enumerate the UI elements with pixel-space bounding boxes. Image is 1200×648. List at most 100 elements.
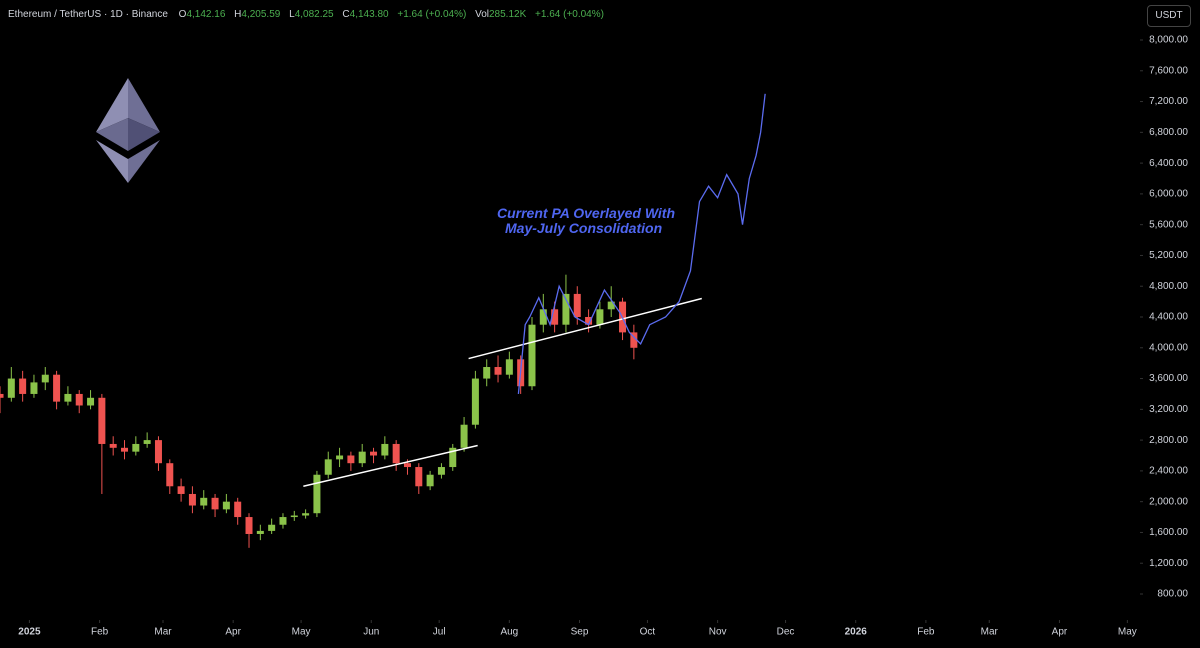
candle-body — [41, 374, 49, 383]
candle-body — [460, 424, 468, 448]
x-tick-label: Jun — [363, 627, 379, 638]
candle-body — [596, 309, 604, 325]
x-tick-label: May — [1118, 627, 1137, 638]
y-tick-label: 6,000.00 — [1149, 189, 1188, 200]
y-tick-label: 2,800.00 — [1149, 435, 1188, 446]
y-tick-label: 4,800.00 — [1149, 281, 1188, 292]
x-tick-label: Dec — [777, 627, 795, 638]
logo-facet — [128, 118, 160, 151]
y-tick-label: 4,400.00 — [1149, 312, 1188, 323]
legend-change: +1.64 (+0.04%) — [535, 9, 604, 20]
candle-body — [415, 467, 423, 487]
legend-label: Vol — [475, 9, 489, 20]
candle-body — [53, 374, 61, 402]
candle-body — [64, 393, 72, 402]
candle-body — [585, 317, 593, 325]
x-tick-label: May — [292, 627, 311, 638]
x-tick-label: Sep — [571, 627, 589, 638]
candle-body — [268, 524, 276, 531]
x-tick-label: Feb — [91, 627, 109, 638]
currency-button[interactable]: USDT — [1147, 5, 1191, 27]
legend-label: C — [342, 9, 350, 20]
x-tick-label: 2025 — [18, 627, 41, 638]
x-tick-label: Apr — [225, 627, 241, 638]
y-tick-label: 2,000.00 — [1149, 496, 1188, 507]
legend-value: 4,142.16 — [186, 9, 226, 20]
legend-label: O — [178, 9, 187, 20]
y-tick-label: 800.00 — [1157, 589, 1188, 600]
candle-body — [358, 451, 366, 464]
x-tick-label: Apr — [1052, 627, 1068, 638]
legend-value: 4,143.80 — [349, 9, 389, 20]
candle-body — [528, 324, 536, 387]
y-tick-label: 1,200.00 — [1149, 558, 1188, 569]
candle-body — [166, 463, 174, 487]
y-tick-label: 6,400.00 — [1149, 158, 1188, 169]
candle-body — [539, 309, 547, 325]
candle-body — [177, 486, 185, 494]
y-tick-label: 4,000.00 — [1149, 342, 1188, 353]
candle-body — [347, 455, 355, 464]
logo-facet — [128, 140, 160, 183]
candle-body — [143, 440, 151, 444]
x-tick-label: Mar — [154, 627, 172, 638]
candle-body — [336, 455, 344, 460]
y-tick-label: 1,600.00 — [1149, 527, 1188, 538]
y-tick-label: 2,400.00 — [1149, 466, 1188, 477]
y-tick-label: 6,800.00 — [1149, 127, 1188, 138]
legend-change: +1.64 (+0.04%) — [397, 9, 467, 20]
candle-body — [30, 382, 38, 394]
candle-body — [87, 397, 95, 406]
y-tick-label: 7,600.00 — [1149, 65, 1188, 76]
symbol-legend: Ethereum / TetherUS · 1D · Binance O4,14… — [8, 9, 610, 20]
logo-facet — [96, 140, 128, 183]
trendline — [303, 444, 478, 488]
y-tick-label: 8,000.00 — [1149, 35, 1188, 46]
symbol: Ethereum / TetherUS · 1D · Binance — [8, 9, 168, 20]
candle-body — [211, 497, 219, 510]
x-tick-label: Mar — [981, 627, 999, 638]
x-tick-label: Oct — [640, 627, 656, 638]
candle-body — [392, 443, 400, 464]
y-tick-label: 7,200.00 — [1149, 96, 1188, 107]
x-tick-label: Jul — [433, 627, 446, 638]
candle-body — [573, 293, 581, 317]
legend-value: 4,205.59 — [241, 9, 281, 20]
logo-facet — [96, 78, 128, 132]
candle-body — [0, 393, 4, 398]
legend-label: H — [234, 9, 242, 20]
candle-body — [279, 517, 287, 525]
candle-body — [313, 474, 321, 514]
candle-body — [471, 378, 479, 425]
candle-body — [483, 367, 491, 379]
candle-body — [245, 517, 253, 534]
candle-body — [98, 397, 106, 444]
candle-body — [324, 459, 332, 475]
candle-body — [302, 513, 310, 516]
x-tick-label: Feb — [917, 627, 935, 638]
candle-body — [75, 393, 83, 406]
candle-body — [562, 293, 570, 325]
x-tick-label: Nov — [709, 627, 727, 638]
candle-body — [505, 359, 513, 375]
candle-body — [222, 501, 230, 510]
logo-facet — [96, 118, 128, 151]
eth-logo — [96, 78, 160, 183]
candle-body — [188, 493, 196, 506]
candle-body — [200, 497, 208, 506]
candle-body — [19, 378, 27, 394]
candle-body — [7, 378, 15, 398]
candle-body — [370, 451, 378, 456]
overlay-line — [517, 93, 766, 395]
y-tick-label: 5,200.00 — [1149, 250, 1188, 261]
candle-body — [449, 447, 457, 468]
candle-body — [494, 367, 502, 375]
candle-body — [154, 440, 162, 464]
candle-body — [403, 463, 411, 468]
y-tick-label: 5,600.00 — [1149, 219, 1188, 230]
candle-body — [437, 467, 445, 475]
annotation: Current PA Overlayed With — [497, 205, 675, 221]
candle-body — [426, 474, 434, 487]
